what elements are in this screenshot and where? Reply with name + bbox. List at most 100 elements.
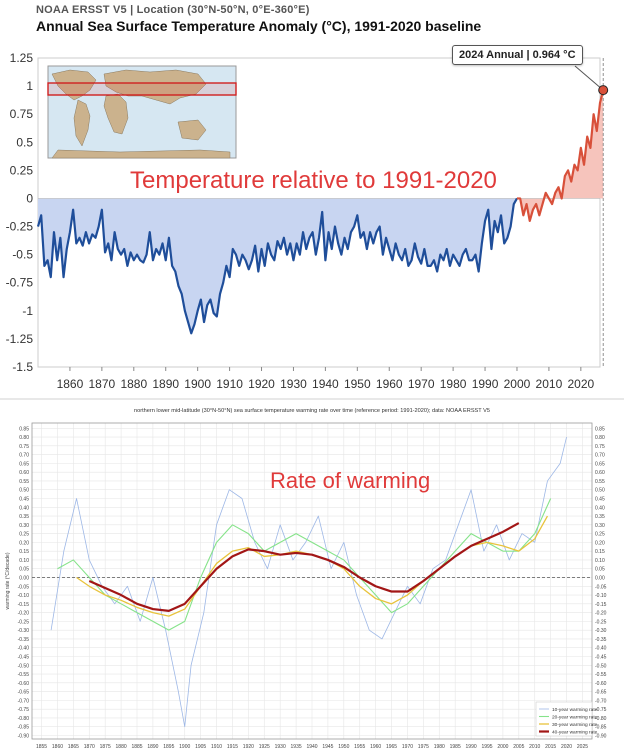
x-tick-label: 1870 [89,377,116,391]
y-tick-label-left: -0.10 [18,593,30,599]
y-tick-label-left: 0.70 [19,453,29,459]
y-tick-label-left: -0.25 [18,619,30,625]
y-tick-label: -0.5 [12,248,33,262]
y-tick-label-left: -0.45 [18,654,30,660]
inset-map [47,65,237,159]
y-tick-label-right: 0.85 [595,426,605,432]
y-tick-label: 0 [26,191,33,205]
y-tick-label-left: 0.05 [19,567,29,573]
y-tick-label-left: 0.40 [19,505,29,511]
y-tick-label-right: 0.15 [595,549,605,555]
x-tick-label: 1930 [275,744,286,750]
y-tick-label-right: 0.55 [595,479,605,485]
land-mass [73,99,91,147]
y-tick-label: 0.25 [10,163,34,177]
anomaly-line-recent-era [516,89,605,223]
y-tick-label-right: 0.40 [595,505,605,511]
legend-label: 30-year warming rate [552,722,598,728]
x-tick-label: 1875 [100,744,111,750]
y-tick-label-right: 0.75 [595,444,605,450]
y-tick-label-left: 0.75 [19,444,29,450]
rate-chart-title: northern lower mid-latitude (30°N-50°N) … [134,408,490,414]
anomaly-chart-panel: NOAA ERSST V5 | Location (30°N-50°N, 0°E… [5,4,609,391]
y-tick-label-left: -0.35 [18,637,30,643]
land-mass [177,119,207,141]
y-tick-label-right: 0.20 [595,540,605,546]
x-tick-label: 1870 [84,744,95,750]
y-tick-label-left: -0.40 [18,646,30,652]
y-tick-label-left: 0.60 [19,470,29,476]
y-tick-label: -1.25 [6,332,34,346]
latest-point-marker [598,85,609,96]
y-tick-label-left: -0.90 [18,733,30,739]
temperature-relative-label: Temperature relative to 1991-2020 [130,167,497,194]
x-tick-label: 1960 [376,377,403,391]
x-tick-label: 2020 [561,744,572,750]
x-tick-label: 1925 [259,744,270,750]
y-tick-label-left: 0.50 [19,488,29,494]
legend-label: 20-year warming rate [552,715,598,721]
anomaly-line-baseline-era [36,197,518,335]
legend-box [535,701,593,737]
x-tick-label: 1990 [472,377,499,391]
x-tick-label: 1980 [434,744,445,750]
x-tick-label: 1855 [36,744,47,750]
x-tick-label: 1940 [312,377,339,391]
x-tick-label: 1940 [306,744,317,750]
y-tick-label-right: -0.85 [595,725,607,731]
x-tick-label: 2010 [529,744,540,750]
legend-label: 40-year warming rate [552,730,598,736]
y-tick-label-left: -0.60 [18,681,30,687]
y-tick-label-right: -0.05 [595,584,607,590]
y-tick-label-left: -0.55 [18,672,30,678]
y-tick-label: 0.5 [16,135,33,149]
y-tick-label-right: -0.55 [595,672,607,678]
x-tick-label: 1920 [243,744,254,750]
source-label: NOAA ERSST V5 | Location (30°N-50°N, 0°E… [36,4,310,16]
x-tick-label: 1890 [147,744,158,750]
y-tick-label-left: -0.80 [18,716,30,722]
y-tick-label-left: -0.85 [18,725,30,731]
y-axis-label: warming rate (°C/decade) [5,552,11,609]
y-tick-label-left: -0.15 [18,602,30,608]
x-tick-label: 1900 [179,744,190,750]
latitude-band-highlight [47,82,237,96]
x-tick-label: 1970 [408,377,435,391]
y-tick-label-right: 0.35 [595,514,605,520]
y-tick-label-left: 0.35 [19,514,29,520]
y-tick-label: 0.75 [10,107,34,121]
y-tick-label-right: -0.15 [595,602,607,608]
x-tick-label: 2020 [567,377,594,391]
latest-value-tooltip: 2024 Annual | 0.964 °C [452,45,583,65]
y-tick-label-right: 0.30 [595,523,605,529]
x-tick-label: 1915 [227,744,238,750]
y-tick-label-right: -0.10 [595,593,607,599]
y-tick-label-right: 0.70 [595,453,605,459]
land-mass [103,93,129,135]
x-tick-label: 1975 [418,744,429,750]
anomaly-area-recent-era [516,90,604,221]
y-tick-label-right: -0.90 [595,733,607,739]
y-tick-label-right: 0.00 [595,575,605,581]
y-tick-label-left: -0.50 [18,663,30,669]
series-line-2 [57,498,552,631]
x-tick-label: 1895 [163,744,174,750]
x-tick-label: 2010 [536,377,563,391]
x-tick-label: 1885 [131,744,142,750]
x-tick-label: 1970 [402,744,413,750]
x-tick-label: 1950 [344,377,371,391]
y-tick-label-right: -0.75 [595,707,607,713]
y-tick-label-right: 0.10 [595,558,605,564]
y-tick-label-right: -0.30 [595,628,607,634]
x-tick-label: 1865 [68,744,79,750]
x-tick-label: 1860 [52,744,63,750]
x-tick-label: 1955 [354,744,365,750]
legend-label: 10-year warming rate [552,707,598,713]
y-tick-label-left: 0.30 [19,523,29,529]
y-tick-label-left: 0.00 [19,575,29,581]
x-tick-label: 2025 [577,744,588,750]
x-tick-label: 1910 [211,744,222,750]
y-tick-label-left: 0.25 [19,532,29,538]
y-tick-label-right: -0.60 [595,681,607,687]
x-tick-label: 1990 [466,744,477,750]
